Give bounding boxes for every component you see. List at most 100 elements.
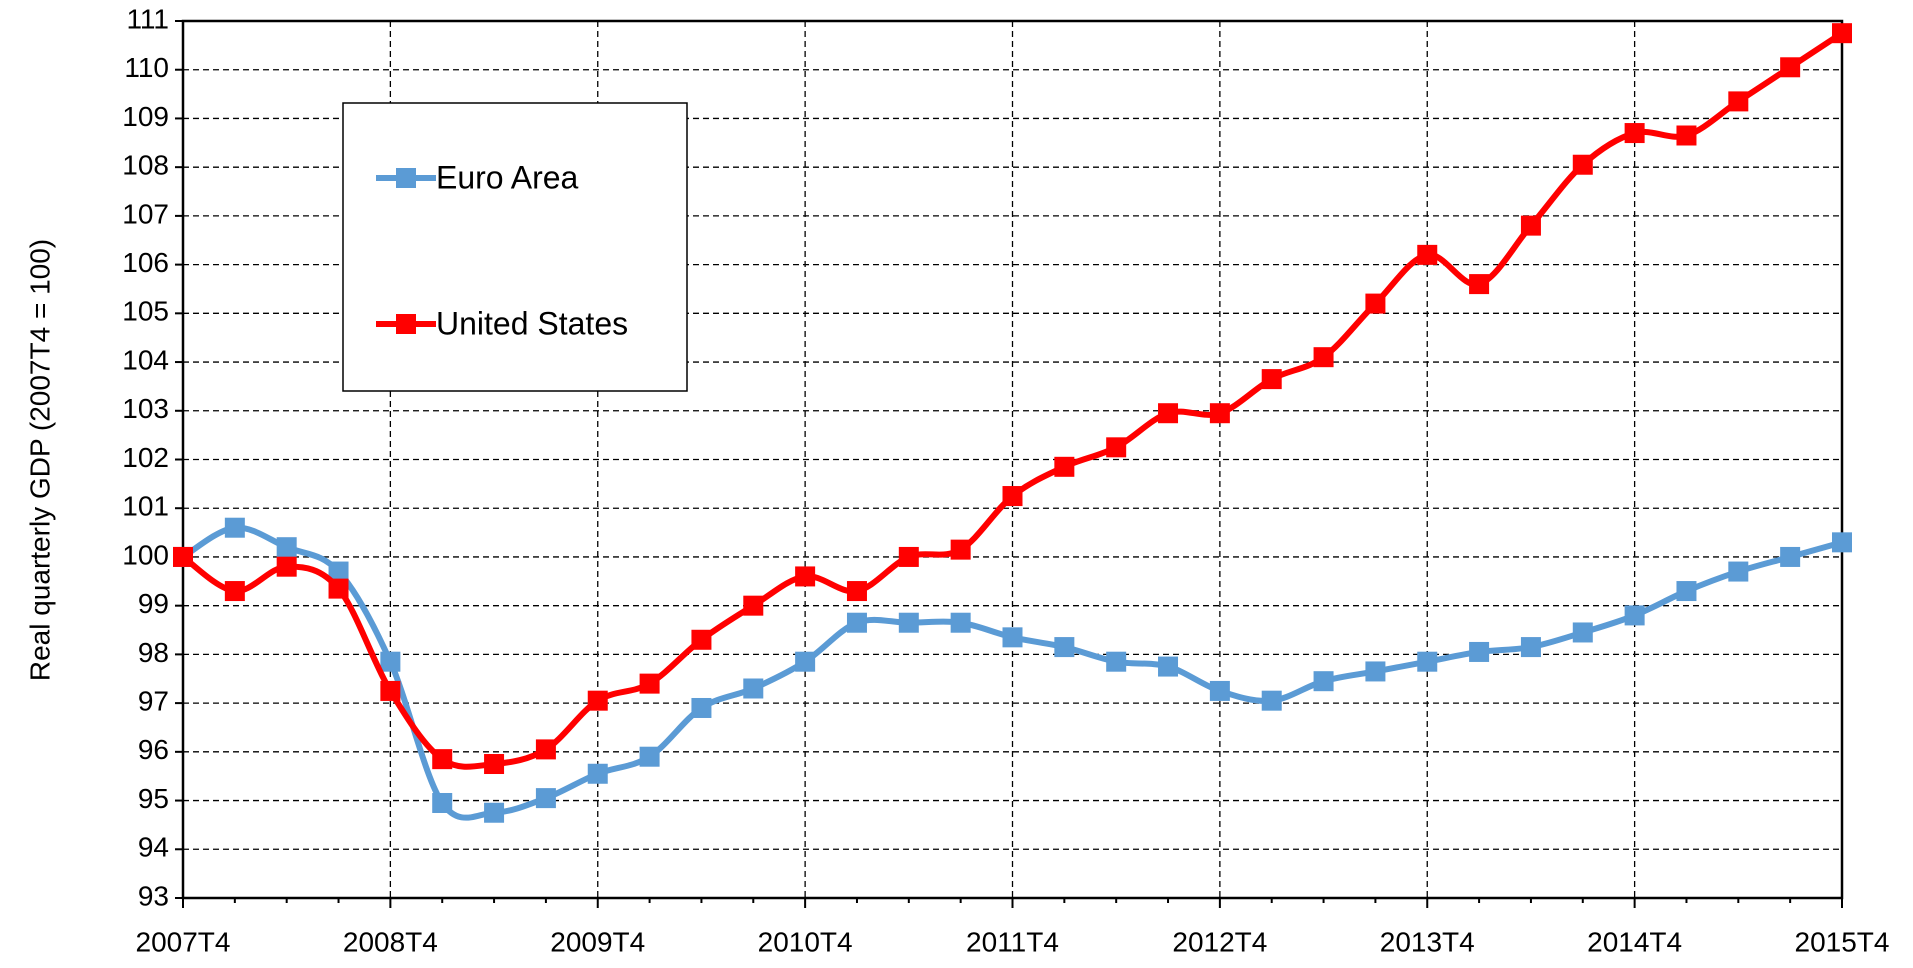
marker bbox=[1261, 690, 1282, 711]
marker bbox=[846, 581, 867, 602]
marker bbox=[743, 678, 764, 699]
marker bbox=[173, 546, 193, 567]
marker bbox=[1624, 123, 1645, 144]
marker bbox=[484, 754, 505, 775]
marker bbox=[1832, 532, 1852, 553]
y-tick-label: 104 bbox=[122, 344, 169, 375]
x-tick-label: 2015T4 bbox=[1795, 926, 1890, 957]
marker bbox=[1728, 91, 1749, 112]
y-tick-label: 107 bbox=[122, 198, 169, 229]
marker bbox=[432, 792, 453, 813]
x-tick-label: 2011T4 bbox=[966, 926, 1059, 957]
marker bbox=[691, 697, 712, 718]
marker bbox=[691, 629, 712, 650]
marker bbox=[1780, 546, 1801, 567]
legend-label: United States bbox=[436, 305, 628, 341]
marker bbox=[328, 561, 349, 582]
x-tick-label: 2009T4 bbox=[550, 926, 645, 957]
marker bbox=[950, 539, 971, 560]
marker bbox=[1572, 622, 1593, 643]
marker bbox=[1624, 605, 1645, 626]
marker bbox=[1520, 215, 1541, 236]
marker bbox=[795, 651, 816, 672]
marker bbox=[380, 651, 401, 672]
marker bbox=[846, 612, 867, 633]
y-tick-label: 97 bbox=[138, 686, 169, 717]
marker bbox=[1728, 561, 1749, 582]
y-tick-label: 110 bbox=[124, 52, 169, 83]
marker bbox=[224, 581, 245, 602]
legend-marker bbox=[396, 168, 416, 188]
y-tick-label: 102 bbox=[122, 442, 169, 473]
y-tick-label: 108 bbox=[122, 150, 169, 181]
marker bbox=[950, 612, 971, 633]
marker bbox=[276, 537, 297, 558]
marker bbox=[328, 578, 349, 599]
y-tick-label: 96 bbox=[138, 734, 169, 765]
marker bbox=[1365, 661, 1386, 682]
marker bbox=[1002, 627, 1023, 648]
marker bbox=[1572, 154, 1593, 175]
marker bbox=[587, 763, 608, 784]
marker bbox=[1002, 486, 1023, 507]
marker bbox=[484, 802, 505, 823]
marker bbox=[1158, 403, 1179, 424]
x-tick-label: 2010T4 bbox=[758, 926, 853, 957]
marker bbox=[639, 673, 660, 694]
marker bbox=[1365, 293, 1386, 314]
marker bbox=[1054, 637, 1075, 658]
marker bbox=[1469, 274, 1490, 295]
x-tick-label: 2013T4 bbox=[1380, 926, 1475, 957]
y-tick-label: 111 bbox=[126, 3, 169, 34]
marker bbox=[224, 517, 245, 538]
y-tick-label: 109 bbox=[122, 101, 169, 132]
y-tick-label: 100 bbox=[122, 539, 169, 570]
y-tick-label: 103 bbox=[122, 393, 169, 424]
y-axis-label: Real quarterly GDP (2007T4 = 100) bbox=[24, 239, 55, 681]
y-tick-label: 98 bbox=[138, 637, 169, 668]
y-tick-label: 93 bbox=[138, 880, 169, 911]
marker bbox=[1417, 651, 1438, 672]
marker bbox=[639, 746, 660, 767]
marker bbox=[276, 556, 297, 577]
legend-box bbox=[342, 102, 688, 392]
y-tick-label: 105 bbox=[122, 296, 169, 327]
marker bbox=[1054, 456, 1075, 477]
y-tick-label: 99 bbox=[138, 588, 169, 619]
marker bbox=[587, 690, 608, 711]
x-tick-label: 2014T4 bbox=[1587, 926, 1682, 957]
marker bbox=[898, 612, 919, 633]
x-tick-label: 2007T4 bbox=[136, 926, 231, 957]
y-tick-label: 94 bbox=[138, 832, 169, 863]
legend-label: Euro Area bbox=[436, 159, 579, 195]
x-tick-label: 2012T4 bbox=[1172, 926, 1267, 957]
series-line bbox=[181, 524, 1843, 821]
marker bbox=[1261, 369, 1282, 390]
marker bbox=[1106, 651, 1127, 672]
marker bbox=[1520, 637, 1541, 658]
x-tick-label: 2008T4 bbox=[343, 926, 438, 957]
marker bbox=[432, 749, 453, 770]
marker bbox=[898, 546, 919, 567]
y-tick-label: 95 bbox=[138, 783, 169, 814]
y-tick-label: 106 bbox=[122, 247, 169, 278]
marker bbox=[1676, 125, 1697, 146]
marker bbox=[1469, 641, 1490, 662]
marker bbox=[535, 788, 556, 809]
marker bbox=[1313, 671, 1334, 692]
marker bbox=[1106, 437, 1127, 458]
marker bbox=[743, 595, 764, 616]
marker bbox=[1832, 23, 1852, 44]
marker bbox=[1780, 57, 1801, 78]
plot-border bbox=[181, 19, 1844, 900]
marker bbox=[535, 739, 556, 760]
marker bbox=[1676, 581, 1697, 602]
marker bbox=[1158, 656, 1179, 677]
marker bbox=[1209, 680, 1230, 701]
legend-marker bbox=[396, 314, 416, 334]
marker bbox=[1209, 403, 1230, 424]
marker bbox=[380, 680, 401, 701]
y-tick-label: 101 bbox=[122, 491, 169, 522]
marker bbox=[1313, 347, 1334, 368]
